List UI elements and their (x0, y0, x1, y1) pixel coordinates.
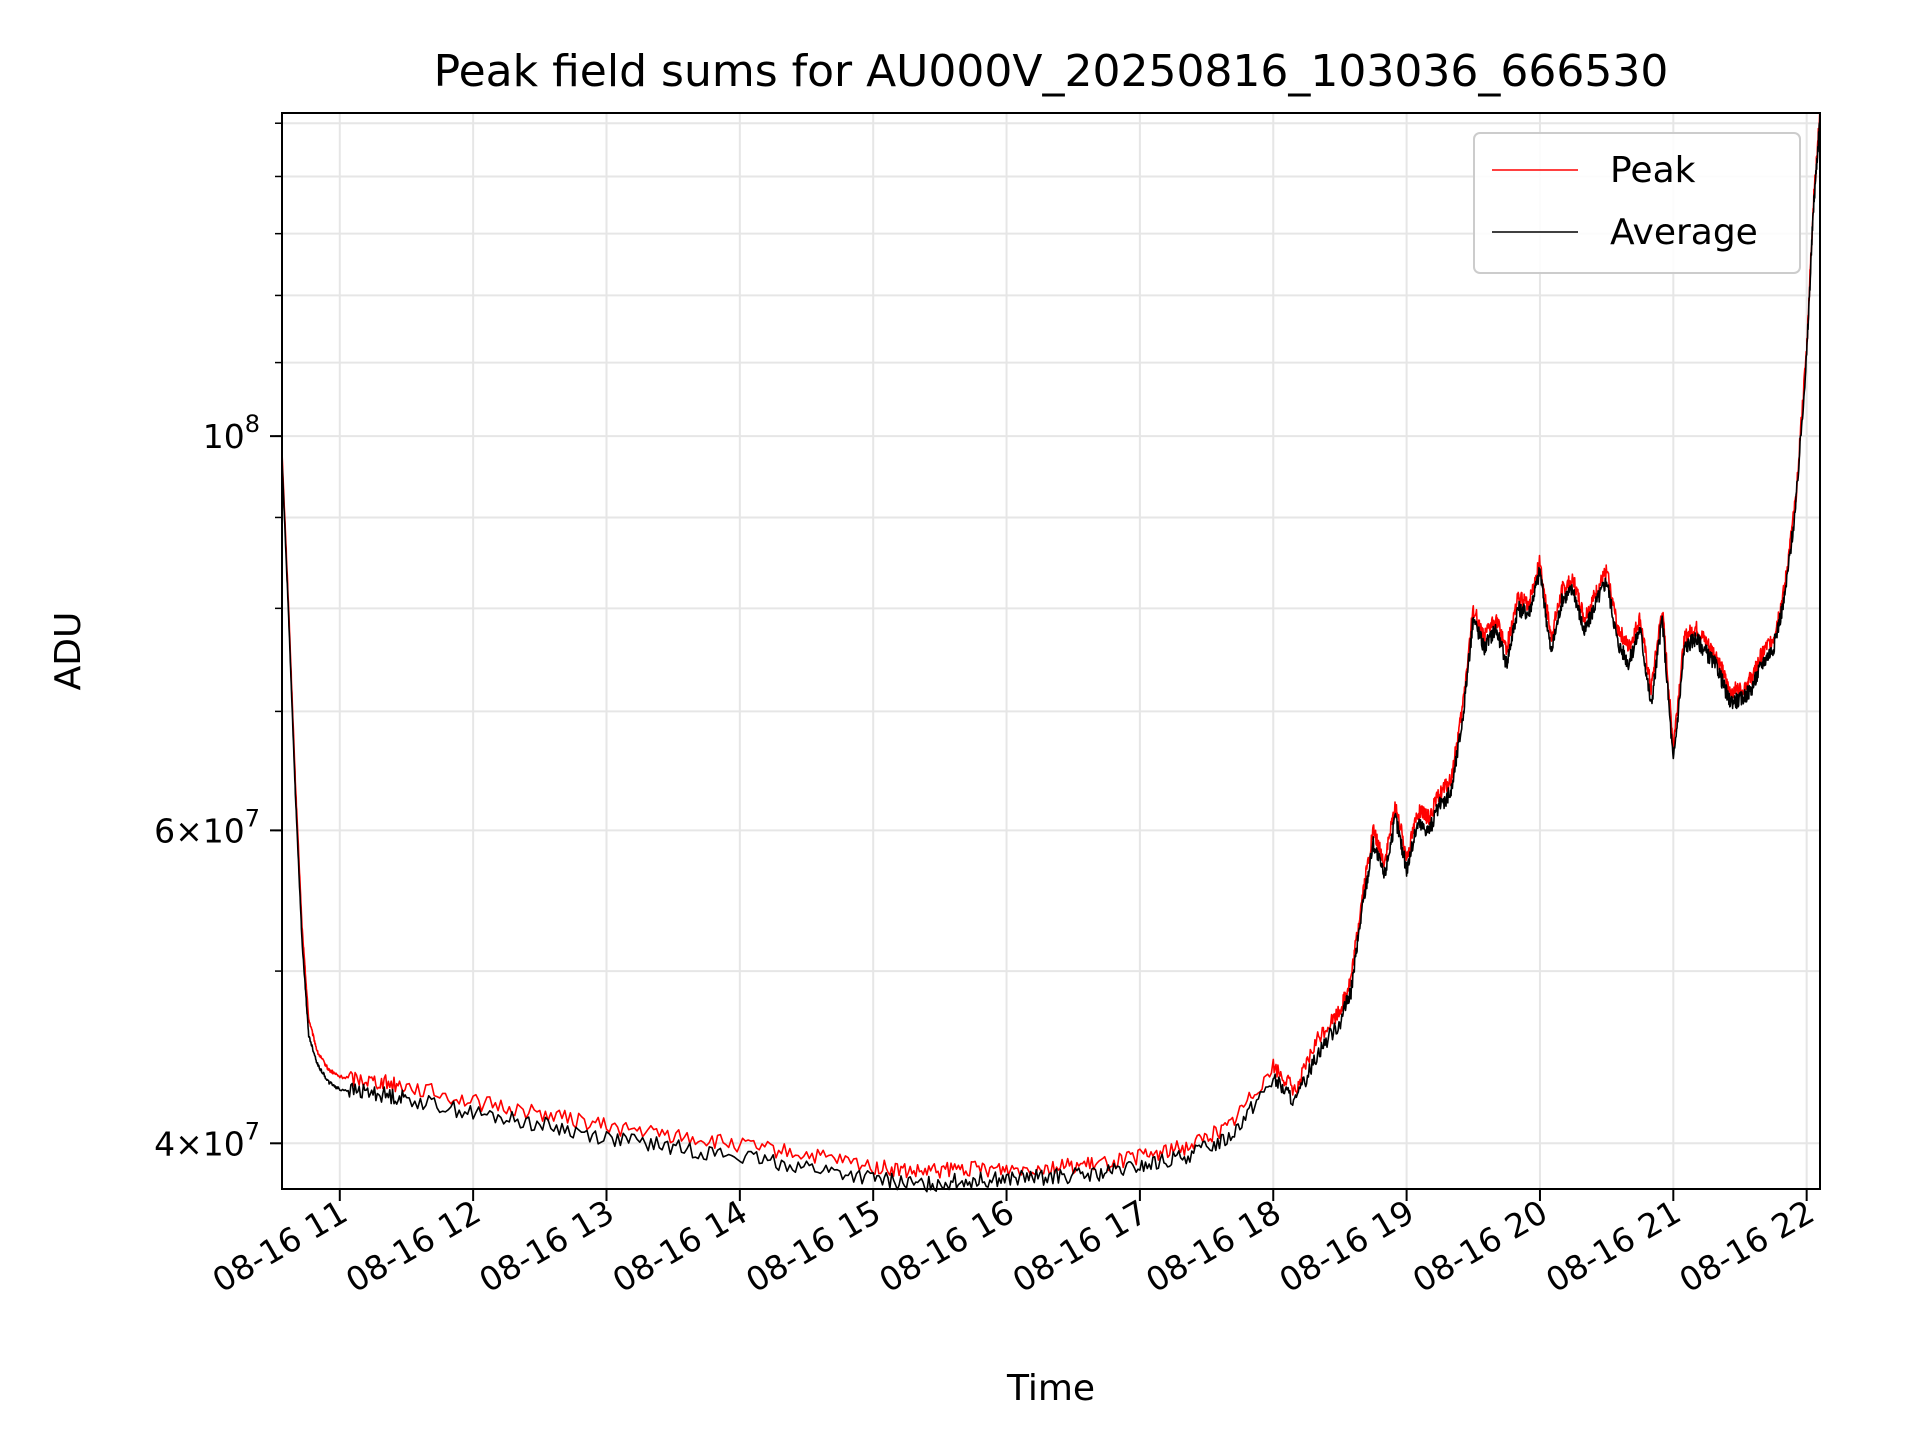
y-tick-label: 108 (203, 410, 260, 456)
x-axis-label: Time (1006, 1368, 1095, 1409)
y-tick-label: 4×107 (154, 1117, 260, 1163)
legend-box (1473, 132, 1801, 274)
series-layer (281, 112, 1821, 1193)
legend-label-peak: Peak (1610, 150, 1696, 191)
y-axis-ticks: 4×107 6×107 108 (154, 122, 282, 1163)
legend: Peak Average (1473, 132, 1801, 274)
y-tick-label: 6×107 (154, 804, 260, 850)
grid-lines (282, 113, 1820, 1189)
legend-label-average: Average (1610, 212, 1758, 253)
y-axis-label: ADU (48, 612, 89, 691)
series-line-peak (281, 112, 1821, 1179)
chart-title: Peak field sums for AU000V_20250816_1030… (434, 46, 1669, 97)
plot-frame (281, 112, 1821, 1190)
series-line-average (281, 118, 1821, 1193)
